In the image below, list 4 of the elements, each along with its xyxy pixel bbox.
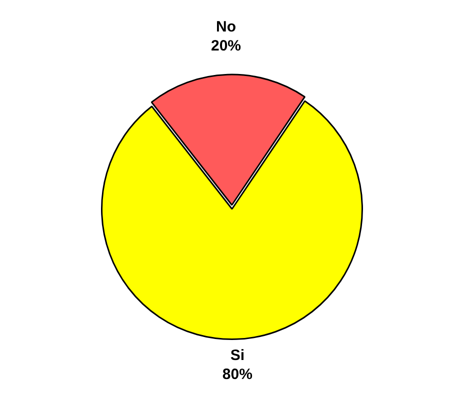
slice-label: No	[216, 18, 236, 36]
data-label: 20%	[210, 37, 242, 54]
data-label: 80%	[222, 366, 252, 383]
slice-label: Si	[230, 346, 245, 364]
